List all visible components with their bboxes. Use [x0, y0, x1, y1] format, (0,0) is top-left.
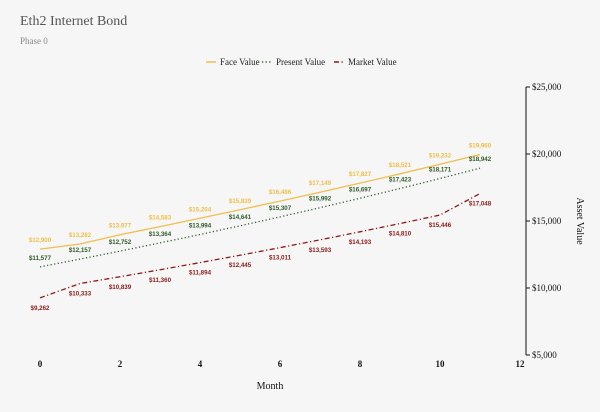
- data-label: $13,282: [69, 232, 92, 239]
- y-tick-label: $5,000: [532, 350, 557, 360]
- data-label: $17,048: [469, 201, 492, 208]
- x-tick-label: 8: [358, 359, 363, 369]
- data-label: $19,232: [429, 152, 452, 159]
- data-label: $15,839: [229, 198, 252, 205]
- data-label: $15,992: [309, 196, 332, 203]
- series-line-market-value: [39, 192, 481, 299]
- data-labels: $12,900 $13,282 $13,977 $14,583 $15,204 $15,8…: [29, 143, 492, 312]
- data-label: $18,521: [389, 162, 412, 169]
- data-label: $11,577: [29, 255, 52, 262]
- chart-legend: Face Value Present Value Market Value: [206, 57, 397, 67]
- data-label: $13,977: [109, 223, 132, 230]
- data-label: $14,641: [229, 214, 252, 221]
- y-tick-label: $20,000: [532, 149, 562, 159]
- data-label: $9,262: [31, 305, 50, 312]
- legend-label: Present Value: [276, 57, 325, 67]
- series-lines: [39, 153, 481, 299]
- data-label: $10,839: [109, 284, 132, 291]
- data-label: $12,900: [29, 237, 52, 244]
- x-axis-title: Month: [257, 381, 284, 392]
- data-label: $15,446: [429, 222, 452, 229]
- data-label: $17,827: [349, 171, 372, 178]
- y-tick-label: $25,000: [532, 82, 562, 92]
- data-label: $18,942: [469, 156, 492, 163]
- data-label: $13,593: [309, 247, 332, 254]
- data-label: $12,445: [229, 262, 252, 269]
- data-label: $13,011: [269, 255, 292, 262]
- data-label: $14,583: [149, 215, 172, 222]
- chart-axes: $5,000 $10,000 $15,000 $20,000 $25,000 0 2 4 6 8 1…: [38, 82, 585, 392]
- data-label: $17,149: [309, 180, 332, 187]
- data-label: $17,423: [389, 177, 412, 184]
- data-label: $16,697: [349, 186, 372, 193]
- data-label: $18,171: [429, 167, 452, 174]
- data-label: $15,204: [189, 206, 212, 213]
- y-tick-label: $15,000: [532, 216, 562, 226]
- data-label: $13,364: [149, 231, 172, 238]
- data-label: $14,193: [349, 239, 372, 246]
- x-tick-label: 0: [38, 359, 43, 369]
- data-label: $10,333: [69, 291, 92, 298]
- data-label: $14,810: [389, 231, 412, 238]
- x-tick-label: 10: [436, 359, 446, 369]
- series-line-present-value: [39, 167, 481, 268]
- legend-label: Market Value: [348, 57, 397, 67]
- legend-label: Face Value: [220, 57, 260, 67]
- data-label: $16,486: [269, 189, 292, 196]
- data-label: $11,894: [189, 270, 212, 277]
- chart-subtitle: Phase 0: [20, 36, 48, 46]
- x-tick-label: 6: [278, 359, 283, 369]
- data-label: $15,307: [269, 205, 292, 212]
- data-label: $11,360: [149, 277, 172, 284]
- y-tick-label: $10,000: [532, 283, 562, 293]
- y-axis-title: Asset Value: [574, 197, 585, 245]
- x-tick-label: 12: [516, 359, 526, 369]
- series-line-face-value: [39, 153, 481, 250]
- data-label: $12,157: [69, 247, 92, 254]
- chart-title: Eth2 Internet Bond: [20, 14, 128, 29]
- data-label: $12,752: [109, 239, 132, 246]
- x-tick-label: 4: [198, 359, 203, 369]
- data-label: $19,960: [469, 143, 492, 150]
- x-tick-label: 2: [118, 359, 123, 369]
- data-label: $13,994: [189, 222, 212, 229]
